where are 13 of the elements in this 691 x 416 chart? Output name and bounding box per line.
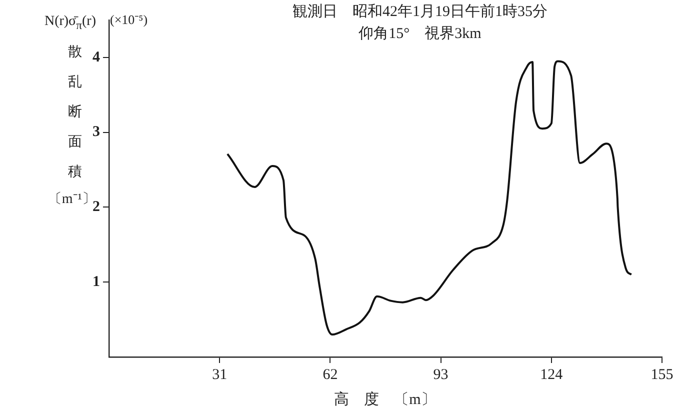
annotation: (×10⁻⁵): [110, 11, 148, 28]
x-tick-label: 93: [433, 366, 448, 383]
x-tick-label: 62: [322, 366, 338, 383]
x-axis-title: 高 度 〔m〕: [334, 390, 436, 409]
x-tick-label: 155: [650, 366, 674, 383]
y-tick-label: 4: [92, 49, 100, 66]
y-tick-label: 2: [92, 199, 100, 216]
x-tick-label: 124: [540, 366, 564, 383]
line-series: [226, 60, 632, 336]
chart-subtitle: 仰角15° 視界3km: [358, 24, 482, 43]
x-tick-label: 31: [212, 366, 228, 383]
y-tick-label: 1: [92, 274, 100, 290]
chart-title: 観測日 昭和42年1月19日午前1時35分: [292, 2, 548, 21]
